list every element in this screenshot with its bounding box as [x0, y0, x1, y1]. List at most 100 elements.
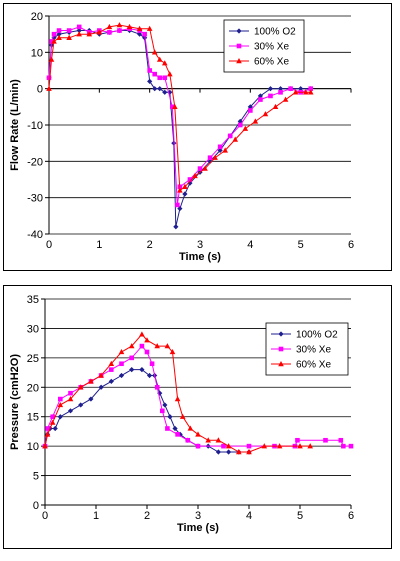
data-point	[298, 86, 304, 92]
data-point	[277, 86, 284, 92]
data-point	[258, 97, 263, 102]
x-tick-label: 1	[96, 239, 102, 251]
data-point	[297, 443, 303, 449]
data-point	[152, 71, 157, 77]
y-tick-label: 35	[27, 294, 39, 306]
data-point	[162, 402, 168, 408]
data-point	[288, 86, 293, 91]
data-point	[172, 425, 178, 432]
data-point	[307, 443, 313, 449]
x-axis-title: Time (s)	[179, 251, 221, 263]
data-point	[232, 136, 239, 142]
y-tick-label: 15	[27, 412, 39, 424]
data-point	[164, 343, 171, 349]
data-point	[67, 396, 74, 402]
legend-marker	[278, 346, 284, 352]
data-point	[170, 104, 175, 110]
data-point	[195, 431, 201, 437]
y-axis-title: Flow Rate (L/min)	[9, 79, 21, 171]
data-point	[147, 68, 152, 73]
data-point	[49, 419, 56, 425]
y-tick-label: 5	[33, 471, 39, 483]
y-tick-label: 20	[27, 382, 39, 394]
data-point	[96, 29, 103, 35]
series-2	[42, 331, 313, 455]
legend-marker	[278, 361, 284, 367]
data-point	[162, 89, 168, 95]
x-tick-label: 0	[42, 510, 48, 522]
legend-label: 60% Xe	[296, 360, 331, 371]
x-tick-label: 3	[197, 239, 203, 251]
y-tick-label: -30	[27, 193, 43, 205]
data-point	[129, 355, 134, 361]
data-point	[137, 31, 143, 37]
data-point	[76, 31, 82, 37]
legend-marker	[236, 28, 242, 34]
data-point	[58, 396, 63, 402]
data-point	[119, 361, 124, 367]
data-point	[147, 78, 153, 84]
data-point	[267, 86, 274, 92]
data-point	[217, 144, 223, 150]
legend: 100% O2 30% Xe 60% Xe	[223, 19, 305, 73]
data-point	[126, 23, 133, 30]
data-point	[205, 437, 211, 443]
data-point	[237, 118, 243, 124]
data-point	[51, 31, 57, 37]
data-point	[174, 396, 181, 402]
data-point	[237, 122, 243, 128]
data-point	[173, 224, 179, 230]
data-point	[248, 108, 253, 113]
data-point	[225, 443, 232, 449]
legend-marker	[236, 43, 242, 49]
y-tick-label: -40	[27, 229, 43, 241]
flow-rate-chart-panel: -40 -30 -20 -10 0 10 20 0 1 2 3 4 5 6 Time (s) Flow Rat…	[3, 3, 392, 271]
data-point	[142, 31, 147, 37]
data-point	[222, 147, 228, 153]
data-point	[192, 172, 198, 179]
data-point	[107, 30, 112, 35]
data-point	[56, 31, 62, 37]
data-point	[268, 93, 273, 99]
y-tick-label: -20	[27, 156, 43, 168]
data-point	[227, 133, 233, 139]
data-point	[136, 25, 143, 31]
data-point	[197, 166, 203, 171]
x-tick-label: 4	[247, 239, 253, 251]
x-tick-label: 5	[298, 239, 304, 251]
data-point	[108, 378, 114, 384]
y-tick-label: -10	[27, 120, 43, 132]
data-point	[88, 396, 94, 402]
data-point	[182, 183, 188, 189]
data-point	[161, 60, 168, 66]
data-point	[109, 367, 114, 372]
data-point	[154, 343, 160, 349]
data-point	[106, 23, 113, 30]
data-point	[215, 449, 221, 455]
data-point	[187, 425, 194, 431]
data-point	[261, 443, 268, 449]
data-point	[167, 414, 173, 420]
pressure-chart: 0 5 10 15 20 25 30 35 0 1 2 3 4 5 6 Time (s) Pressure (c…	[9, 294, 354, 534]
legend: 100% O2 30% Xe 60% Xe	[265, 322, 349, 376]
x-tick-label: 6	[348, 239, 354, 251]
legend-marker	[236, 58, 242, 64]
data-point	[207, 158, 213, 164]
data-point	[68, 390, 73, 396]
data-point	[98, 372, 104, 378]
data-point	[157, 75, 163, 81]
data-point	[323, 437, 328, 443]
data-point	[187, 177, 193, 182]
data-point	[236, 449, 242, 455]
legend-label: 100% O2	[296, 330, 338, 341]
data-point	[207, 155, 213, 160]
data-point	[242, 125, 249, 131]
data-point	[276, 443, 283, 449]
data-point	[66, 28, 72, 33]
data-point	[46, 85, 52, 91]
data-point	[118, 372, 125, 379]
data-point	[88, 378, 94, 384]
data-point	[76, 27, 82, 34]
data-point	[226, 449, 232, 455]
data-point	[57, 401, 64, 408]
